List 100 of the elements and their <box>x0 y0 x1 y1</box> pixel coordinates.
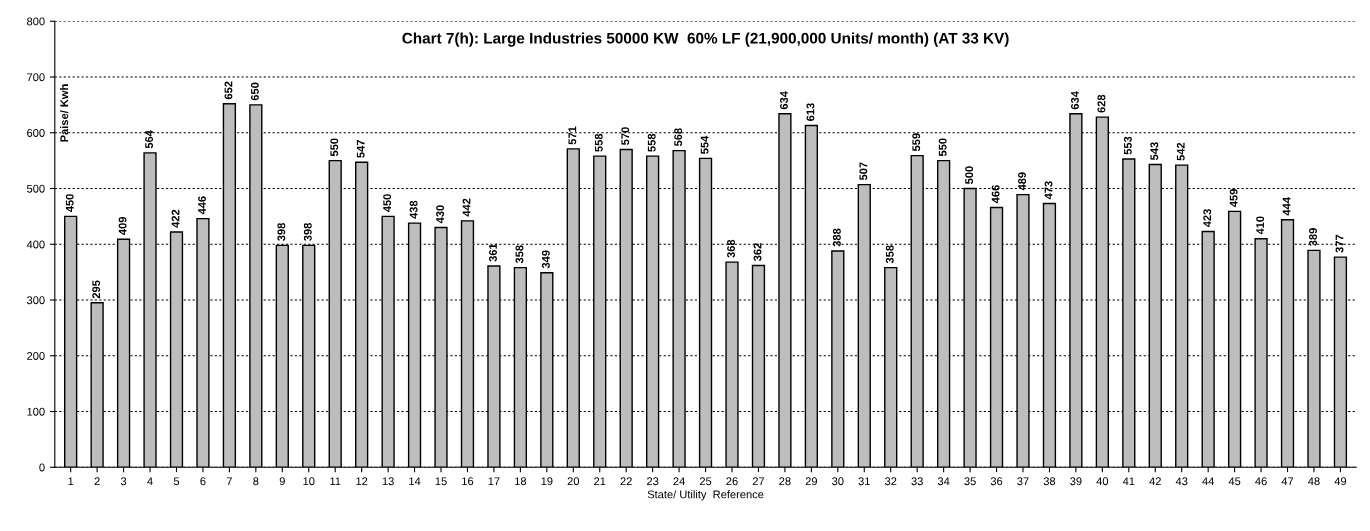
data-label: 650 <box>250 82 259 101</box>
data-label: 507 <box>859 162 868 181</box>
x-tick-label: 44 <box>1202 477 1215 486</box>
x-tick-label: 8 <box>253 477 259 486</box>
data-label: 466 <box>991 185 1000 204</box>
x-tick-label: 46 <box>1255 477 1267 486</box>
x-tick-label: 39 <box>1070 477 1082 486</box>
data-label: 613 <box>806 103 815 121</box>
x-tick-label: 27 <box>752 477 765 486</box>
y-tick-label: 0 <box>39 463 45 472</box>
data-label: 568 <box>674 128 683 147</box>
y-tick-label: 100 <box>27 407 45 416</box>
data-label: 438 <box>409 200 418 219</box>
y-tick-label: 600 <box>27 129 45 137</box>
x-axis-title: State/ Utility Reference <box>647 490 764 501</box>
data-label: 430 <box>436 205 445 224</box>
data-label: 358 <box>885 245 894 264</box>
x-tick-label: 28 <box>779 477 791 486</box>
data-label: 571 <box>568 126 577 145</box>
x-tick-label: 16 <box>462 477 474 486</box>
x-tick-label: 18 <box>515 477 527 486</box>
data-label: 542 <box>1176 142 1185 161</box>
data-label: 543 <box>1150 142 1159 161</box>
x-tick-label: 25 <box>699 477 712 486</box>
x-tick-label: 40 <box>1096 477 1109 486</box>
y-tick-label: 700 <box>27 73 45 82</box>
x-tick-label: 5 <box>173 477 180 486</box>
x-tick-label: 36 <box>990 477 1003 486</box>
x-tick-label: 26 <box>726 477 738 486</box>
x-tick-label: 12 <box>356 477 368 486</box>
x-tick-label: 22 <box>620 477 632 486</box>
data-label: 553 <box>1123 136 1132 155</box>
data-label: 459 <box>1229 189 1238 208</box>
x-tick-label: 7 <box>226 477 232 486</box>
data-label: 564 <box>145 130 154 149</box>
x-tick-label: 43 <box>1175 477 1188 486</box>
data-label: 450 <box>65 194 74 213</box>
x-tick-label: 4 <box>147 477 153 486</box>
data-label: 358 <box>515 245 524 264</box>
x-tick-label: 45 <box>1228 477 1241 486</box>
x-tick-label: 14 <box>409 477 421 486</box>
x-tick-label: 20 <box>567 477 580 486</box>
x-tick-label: 41 <box>1122 477 1135 486</box>
data-label: 442 <box>462 198 471 217</box>
data-label: 570 <box>621 127 630 145</box>
data-label: 473 <box>1044 181 1053 200</box>
data-label: 554 <box>700 135 709 154</box>
data-label: 398 <box>303 223 312 241</box>
data-label: 389 <box>1309 228 1317 246</box>
x-tick-label: 15 <box>435 477 447 486</box>
x-tick-label: 48 <box>1308 477 1320 486</box>
x-tick-label: 32 <box>884 477 897 486</box>
data-label: 422 <box>171 209 180 228</box>
x-tick-label: 6 <box>200 477 206 486</box>
x-tick-label: 2 <box>94 477 100 486</box>
data-label: 368 <box>727 239 735 258</box>
data-label: 446 <box>198 196 206 215</box>
data-label: 558 <box>594 133 603 152</box>
data-label: 634 <box>1071 91 1079 110</box>
data-label: 450 <box>383 194 392 213</box>
x-tick-label: 35 <box>964 477 976 486</box>
data-label: 349 <box>541 250 550 269</box>
text: Chart 7(h): Large Industries 50000 KW 60% LF (21,900,000 Units/ month) (AT 33 KV) <box>402 32 1009 47</box>
bar <box>778 113 792 468</box>
y-axis-title: Paise/ Kwh <box>60 84 69 142</box>
x-tick-label: 31 <box>858 477 870 486</box>
data-label: 388 <box>832 228 841 247</box>
x-tick-label: 11 <box>330 477 341 486</box>
data-label: 628 <box>1097 94 1106 113</box>
y-tick-label: 500 <box>26 184 45 193</box>
data-label: 558 <box>647 133 656 152</box>
data-label: 652 <box>224 81 233 100</box>
x-tick-label: 17 <box>488 477 500 486</box>
x-tick-label: 49 <box>1334 477 1347 486</box>
x-tick-label: 37 <box>1017 477 1029 486</box>
data-label: 398 <box>277 223 286 241</box>
x-tick-label: 23 <box>647 477 659 486</box>
data-label: 377 <box>1335 234 1344 253</box>
data-label: 489 <box>1018 172 1026 191</box>
y-tick-label: 800 <box>27 17 45 26</box>
data-label: 634 <box>780 91 788 110</box>
x-tick-label: 19 <box>541 477 553 486</box>
data-label: 547 <box>356 140 365 158</box>
y-tick-label: 400 <box>26 240 45 249</box>
x-tick-label: 33 <box>911 477 923 486</box>
x-tick-label: 30 <box>832 477 844 486</box>
data-label: 362 <box>753 243 762 262</box>
data-label: 500 <box>965 166 974 184</box>
data-label: 444 <box>1282 197 1291 216</box>
x-tick-label: 34 <box>937 477 950 486</box>
x-tick-label: 9 <box>279 477 285 486</box>
data-label: 550 <box>330 138 339 157</box>
data-label: 423 <box>1203 209 1212 228</box>
x-tick-label: 13 <box>382 477 394 486</box>
data-label: 550 <box>938 138 947 157</box>
x-tick-label: 3 <box>120 477 127 486</box>
data-label: 409 <box>118 216 127 235</box>
data-label: 410 <box>1256 216 1265 235</box>
data-label: 295 <box>92 280 101 299</box>
bar <box>196 217 210 468</box>
